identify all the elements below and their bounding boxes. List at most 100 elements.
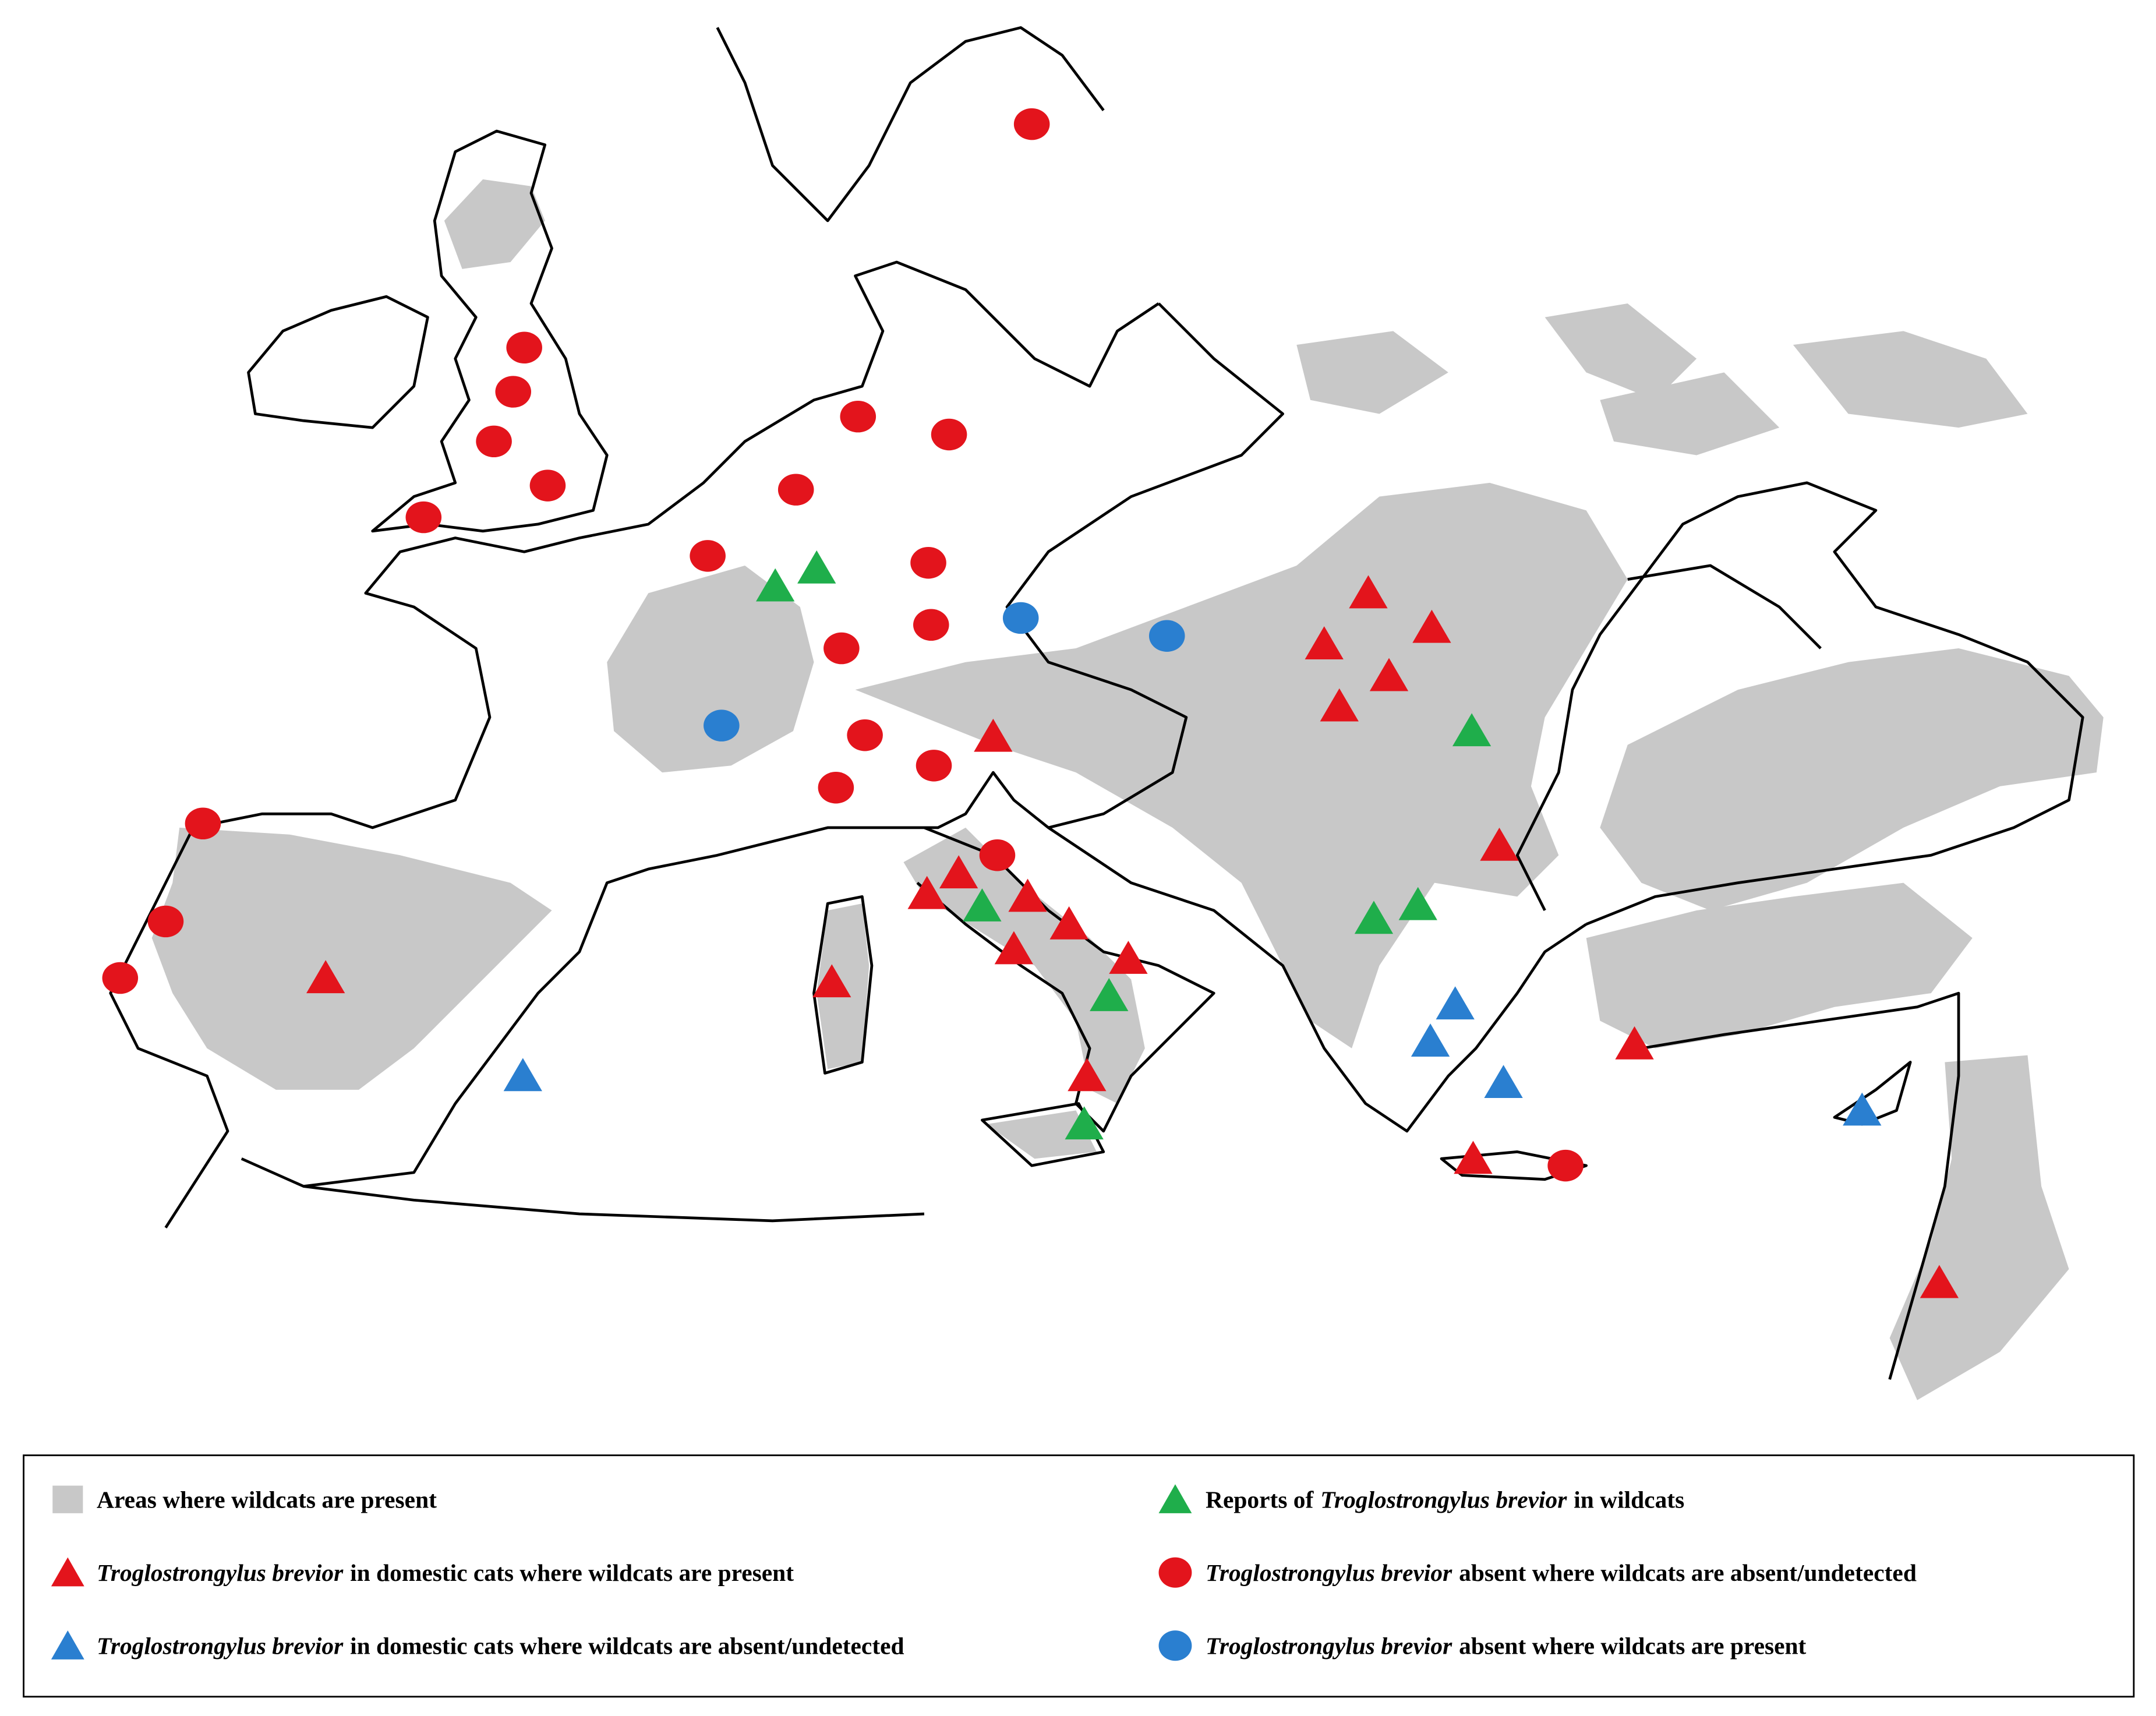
marker-red-triangle <box>1412 609 1451 643</box>
area-italy <box>903 827 1145 1104</box>
area-levant <box>1889 1055 2069 1400</box>
marker-red-triangle <box>1049 906 1088 940</box>
marker-red-triangle <box>939 855 978 889</box>
marker-blue-circle <box>704 709 740 742</box>
legend-symbol-red-triangle <box>51 1557 84 1587</box>
area-anatolia <box>1586 882 1973 1048</box>
marker-green-triangle <box>756 568 795 602</box>
legend-species: Troglostrongylus brevior <box>1320 1486 1567 1513</box>
marker-red-circle <box>847 719 883 751</box>
marker-red-triangle <box>1615 1026 1654 1060</box>
marker-red-triangle <box>974 718 1013 752</box>
marker-red-circle <box>102 962 139 994</box>
area-scotland <box>444 179 545 269</box>
legend-label: Troglostrongylus brevior in domestic cats… <box>97 1632 904 1659</box>
marker-green-triangle <box>1065 1106 1104 1140</box>
coast-britain <box>371 129 609 533</box>
area-sicily <box>986 1110 1097 1159</box>
coastlines <box>109 26 2084 1380</box>
marker-red-circle <box>495 376 532 408</box>
marker-red-circle <box>1013 108 1050 140</box>
area-east-3 <box>1600 372 1780 456</box>
coast-continent <box>109 26 2084 1380</box>
area-east-1 <box>1296 331 1448 414</box>
marker-green-triangle <box>1354 901 1394 934</box>
marker-green-triangle <box>797 550 836 584</box>
marker-red-circle <box>147 905 184 938</box>
marker-red-triangle <box>994 931 1034 965</box>
marker-green-triangle <box>963 888 1002 921</box>
legend-text: in domestic cats where wildcats are pres… <box>350 1559 794 1586</box>
marker-red-circle <box>185 807 221 840</box>
area-east-2 <box>1544 303 1697 400</box>
marker-red-circle <box>823 632 860 665</box>
marker-red-circle <box>476 425 512 458</box>
marker-red-circle <box>910 546 946 579</box>
area-iberia <box>151 827 552 1090</box>
markers <box>102 108 1959 1298</box>
coast-ireland <box>247 295 429 429</box>
legend-text: Areas where wildcats are present <box>97 1486 437 1513</box>
marker-blue-triangle <box>503 1058 542 1092</box>
legend-text: in wildcats <box>1574 1486 1684 1513</box>
coast-sicily <box>981 1102 1105 1167</box>
legend-symbol-green-triangle <box>1158 1484 1192 1513</box>
marker-red-triangle <box>1349 575 1388 609</box>
marker-red-triangle <box>1305 626 1344 659</box>
marker-red-circle <box>506 331 542 364</box>
wildcat-areas <box>151 179 2104 1400</box>
legend-label: Troglostrongylus brevior absent where wil… <box>1206 1632 1806 1659</box>
marker-red-circle <box>931 418 967 451</box>
legend-symbol-red-circle <box>1158 1557 1192 1588</box>
legend-species: Troglostrongylus brevior <box>97 1559 344 1586</box>
area-caucasus-steppe <box>1600 648 2104 910</box>
legend-symbol-blue-triangle <box>51 1630 84 1659</box>
marker-red-triangle <box>1068 1058 1107 1092</box>
marker-green-triangle <box>1090 978 1129 1011</box>
marker-blue-triangle <box>1411 1023 1450 1057</box>
legend-box <box>23 1454 2135 1698</box>
area-east-4 <box>1793 331 2028 428</box>
marker-green-triangle <box>1452 713 1491 747</box>
marker-red-circle <box>818 771 854 804</box>
legend-text: absent where wildcats are absent/undetec… <box>1459 1559 1917 1586</box>
marker-blue-triangle <box>1436 986 1475 1020</box>
marker-red-triangle <box>1320 688 1359 722</box>
area-france <box>607 565 814 773</box>
legend-symbol-blue-circle <box>1158 1630 1192 1661</box>
marker-red-triangle <box>1369 658 1409 691</box>
legend-label: Troglostrongylus brevior in domestic cats… <box>97 1559 794 1586</box>
marker-green-triangle <box>1398 887 1437 920</box>
marker-red-circle <box>979 839 1016 871</box>
marker-red-triangle <box>306 960 345 994</box>
marker-red-triangle <box>812 964 851 998</box>
marker-red-triangle <box>1454 1141 1493 1174</box>
coast-corsica-sardinia <box>812 895 874 1075</box>
marker-blue-triangle <box>1843 1092 1882 1126</box>
marker-red-circle <box>777 474 814 506</box>
legend-text: absent where wildcats are present <box>1459 1632 1806 1659</box>
marker-red-triangle <box>907 875 946 909</box>
marker-blue-circle <box>1148 620 1185 652</box>
marker-red-circle <box>913 609 949 641</box>
marker-red-triangle <box>1008 878 1047 912</box>
legend-label: Troglostrongylus brevior absent where wil… <box>1206 1559 1917 1586</box>
marker-red-circle <box>1547 1149 1584 1182</box>
legend-species: Troglostrongylus brevior <box>97 1632 344 1659</box>
marker-red-circle <box>916 750 952 782</box>
legend-label: Reports of Troglostrongylus brevior in wil… <box>1206 1486 1684 1513</box>
marker-red-triangle <box>1109 941 1148 974</box>
legend-text: in domestic cats where wildcats are abse… <box>350 1632 904 1659</box>
marker-blue-circle <box>1002 602 1039 634</box>
marker-red-triangle <box>1480 827 1519 861</box>
legend-species: Troglostrongylus brevior <box>1206 1632 1452 1659</box>
marker-red-circle <box>529 469 566 502</box>
legend-text: Reports of <box>1206 1486 1314 1513</box>
marker-red-circle <box>690 540 726 572</box>
legend-label: Areas where wildcats are present <box>97 1486 437 1513</box>
marker-red-triangle <box>1920 1265 1959 1298</box>
legend-species: Troglostrongylus brevior <box>1206 1559 1452 1586</box>
marker-blue-triangle <box>1484 1065 1523 1099</box>
